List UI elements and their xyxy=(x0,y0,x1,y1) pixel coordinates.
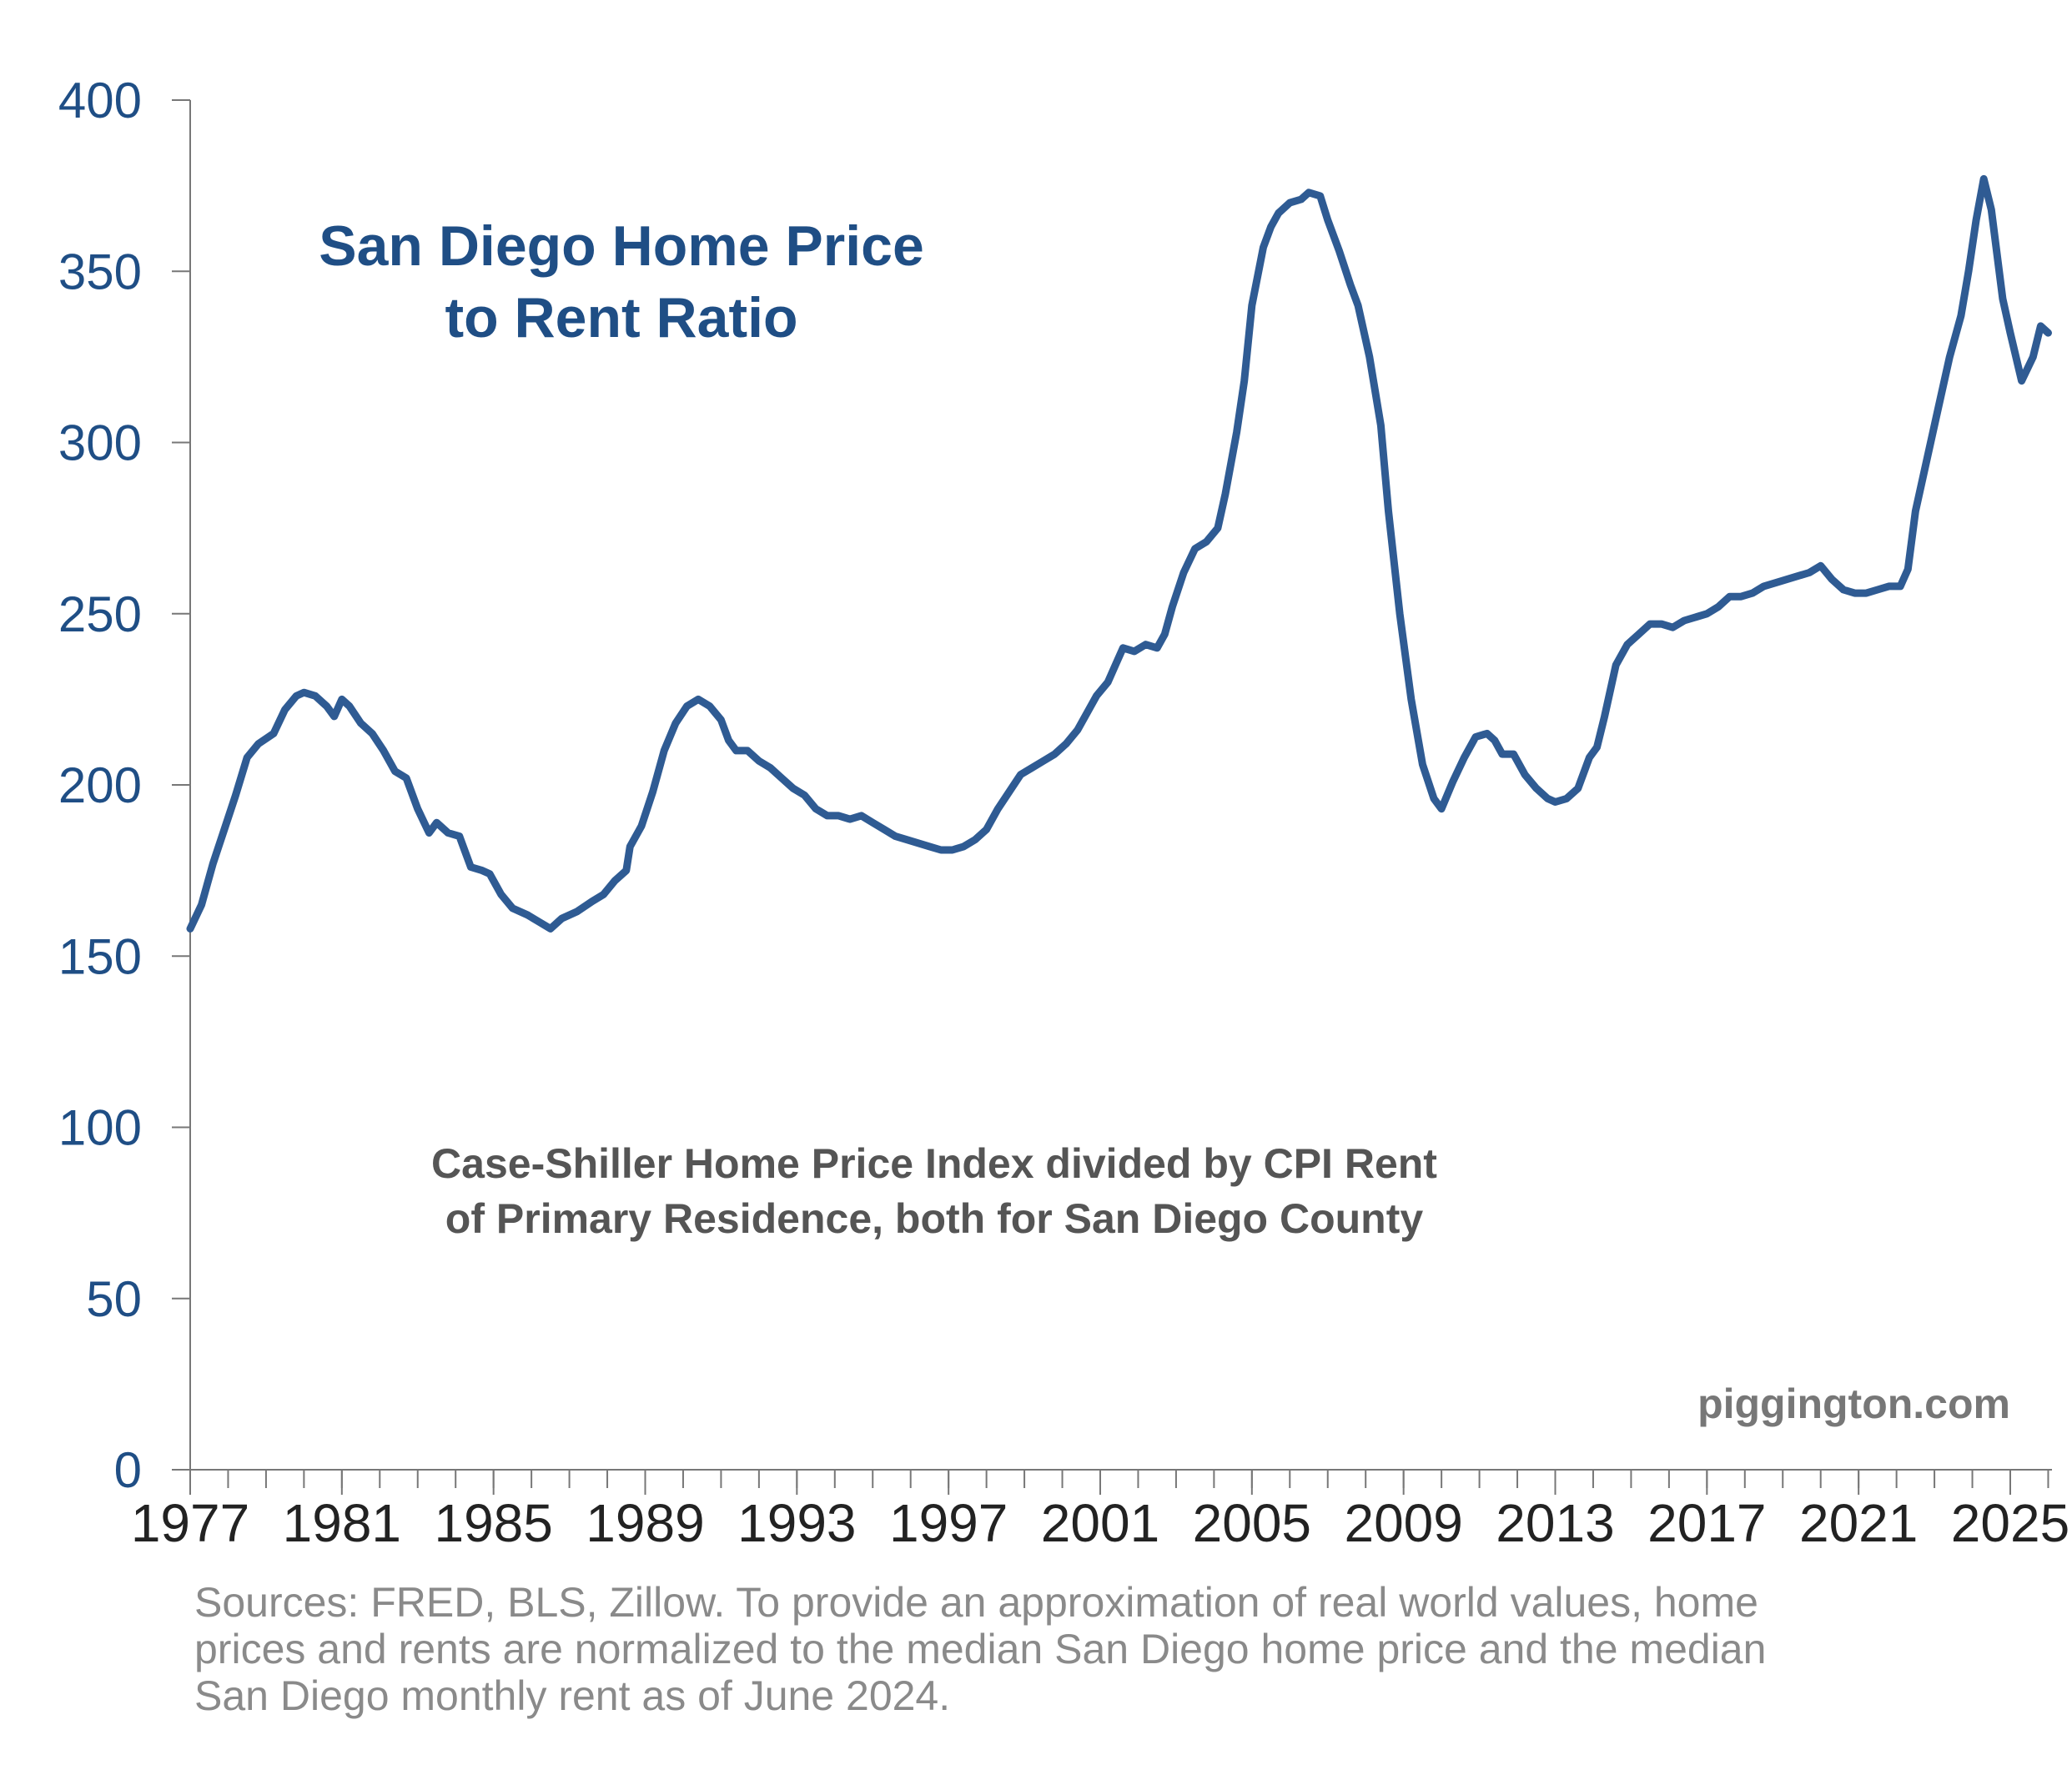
y-tick-label: 50 xyxy=(86,1271,142,1327)
y-tick-label: 150 xyxy=(58,928,142,984)
x-tick-label: 1997 xyxy=(889,1493,1008,1553)
x-tick-label: 2021 xyxy=(1799,1493,1918,1553)
x-tick-label: 2005 xyxy=(1193,1493,1311,1553)
y-tick-label: 0 xyxy=(114,1442,142,1498)
chart-title-line-1: San Diego Home Price xyxy=(319,214,924,278)
chart-title-line-2: to Rent Ratio xyxy=(445,286,797,349)
x-axis: 1977 1981 1985 1989 1993 1997 2001 2005 2009 2013… xyxy=(131,1469,2069,1553)
x-tick-label: 1993 xyxy=(737,1493,856,1553)
chart-subtitle-line-2: of Primary Residence, both for San Diego… xyxy=(445,1195,1424,1242)
y-tick-label: 300 xyxy=(58,415,142,471)
chart: 0 50 100 150 200 250 300 350 400 1977 1981 1985 198… xyxy=(58,73,2069,1553)
y-tick-label: 250 xyxy=(58,586,142,642)
x-tick-label: 2017 xyxy=(1647,1493,1766,1553)
sources-line-3: San Diego monthly rent as of June 2024. xyxy=(194,1672,951,1719)
x-tick-label: 1989 xyxy=(586,1493,704,1553)
series-line-price-to-rent-ratio xyxy=(186,174,2052,933)
sources-line-2: prices and rents are normalized to the m… xyxy=(194,1626,1767,1672)
x-tick-label: 2013 xyxy=(1496,1493,1614,1553)
watermark: piggington.com xyxy=(1697,1380,2010,1427)
y-tick-label: 100 xyxy=(58,1100,142,1156)
y-tick-label: 200 xyxy=(58,757,142,813)
x-tick-label: 2025 xyxy=(1951,1493,2069,1553)
sources-note: Sources: FRED, BLS, Zillow. To provide a… xyxy=(194,1579,2046,1719)
x-tick-label: 2001 xyxy=(1041,1493,1159,1553)
y-tick-label: 400 xyxy=(58,73,142,128)
x-tick-label: 1977 xyxy=(131,1493,249,1553)
series-group xyxy=(186,174,2052,933)
chart-subtitle-line-1: Case-Shiller Home Price Index divided by… xyxy=(431,1140,1437,1187)
y-tick-label: 350 xyxy=(58,244,142,299)
x-tick-label: 2009 xyxy=(1344,1493,1462,1553)
y-axis: 0 50 100 150 200 250 300 350 400 xyxy=(58,73,191,1498)
x-tick-label: 1985 xyxy=(434,1493,552,1553)
sources-line-1: Sources: FRED, BLS, Zillow. To provide a… xyxy=(194,1579,1758,1626)
x-tick-label: 1981 xyxy=(283,1493,401,1553)
